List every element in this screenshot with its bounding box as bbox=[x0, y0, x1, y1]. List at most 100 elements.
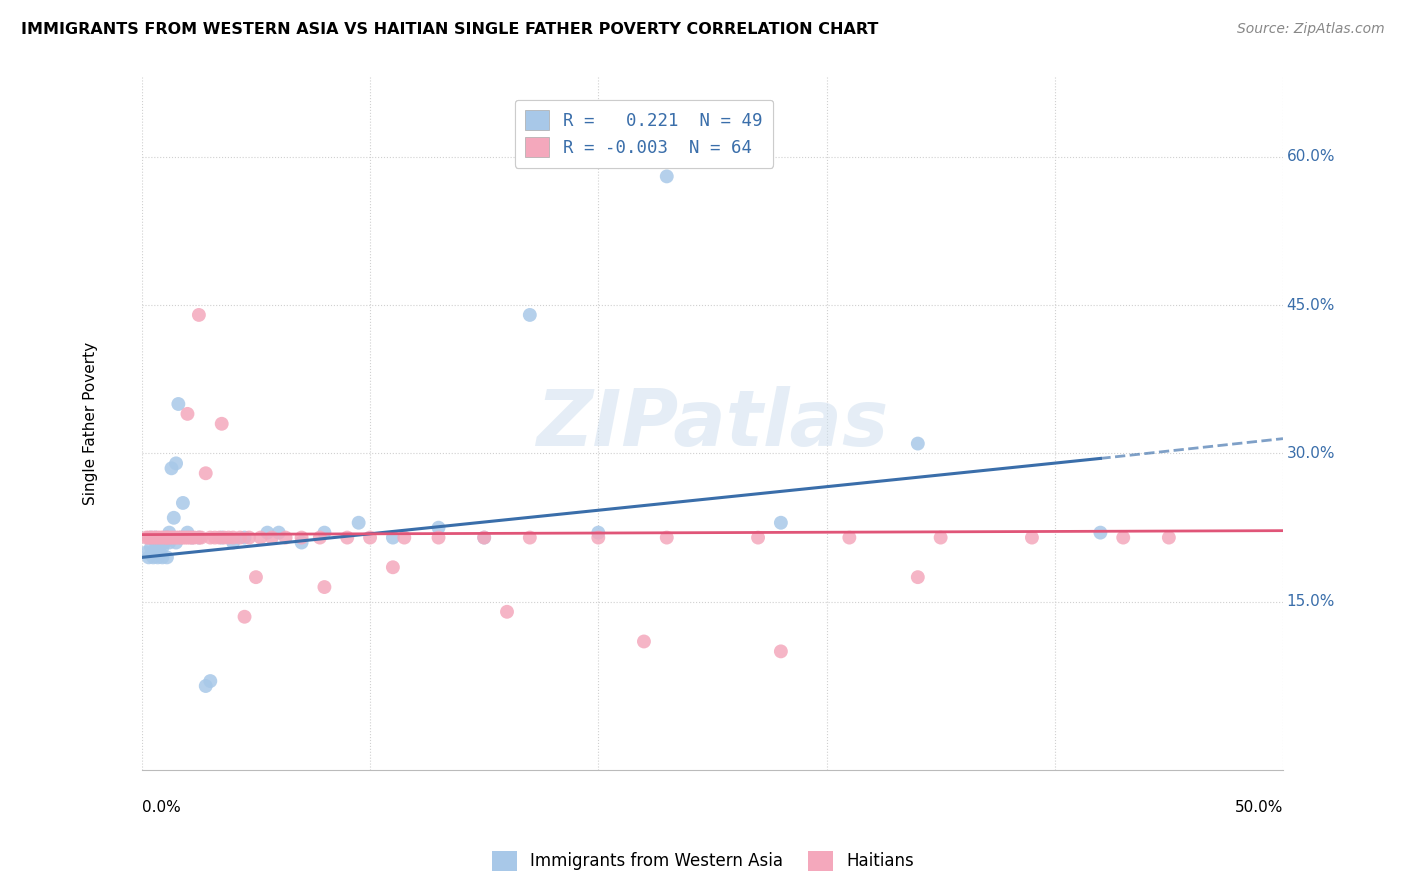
Legend: Immigrants from Western Asia, Haitians: Immigrants from Western Asia, Haitians bbox=[484, 842, 922, 880]
Point bbox=[747, 531, 769, 545]
Point bbox=[135, 531, 157, 545]
Point bbox=[907, 436, 929, 450]
Point bbox=[153, 535, 176, 549]
Point bbox=[204, 531, 226, 545]
Point bbox=[496, 605, 519, 619]
Point bbox=[146, 550, 169, 565]
Point bbox=[142, 531, 165, 545]
Text: IMMIGRANTS FROM WESTERN ASIA VS HAITIAN SINGLE FATHER POVERTY CORRELATION CHART: IMMIGRANTS FROM WESTERN ASIA VS HAITIAN … bbox=[21, 22, 879, 37]
Point bbox=[427, 531, 450, 545]
Text: 60.0%: 60.0% bbox=[1286, 149, 1334, 164]
Point bbox=[1090, 525, 1112, 540]
Point bbox=[907, 570, 929, 584]
Point bbox=[187, 308, 209, 322]
Point bbox=[150, 541, 173, 555]
Point bbox=[176, 531, 198, 545]
Point bbox=[381, 560, 404, 574]
Point bbox=[769, 644, 792, 658]
Point bbox=[519, 531, 541, 545]
Point bbox=[1112, 531, 1135, 545]
Text: 30.0%: 30.0% bbox=[1286, 446, 1334, 461]
Point bbox=[142, 545, 165, 559]
Point bbox=[179, 531, 201, 545]
Point bbox=[165, 535, 187, 549]
Point bbox=[222, 535, 245, 549]
Point bbox=[394, 531, 416, 545]
Point bbox=[139, 531, 162, 545]
Point bbox=[150, 531, 173, 545]
Point bbox=[167, 397, 190, 411]
Point bbox=[165, 531, 187, 545]
Point bbox=[308, 531, 330, 545]
Point bbox=[149, 531, 172, 545]
Text: 45.0%: 45.0% bbox=[1286, 298, 1334, 312]
Point bbox=[142, 550, 165, 565]
Point bbox=[472, 531, 495, 545]
Point bbox=[238, 531, 260, 545]
Point bbox=[588, 525, 610, 540]
Text: Single Father Poverty: Single Father Poverty bbox=[83, 343, 98, 506]
Point bbox=[169, 531, 191, 545]
Point bbox=[633, 634, 655, 648]
Point bbox=[138, 531, 160, 545]
Point bbox=[314, 525, 336, 540]
Point bbox=[336, 531, 359, 545]
Point bbox=[157, 535, 180, 549]
Point bbox=[183, 531, 205, 545]
Point bbox=[146, 541, 169, 555]
Point bbox=[156, 550, 179, 565]
Point bbox=[211, 531, 233, 545]
Point bbox=[174, 531, 197, 545]
Text: 50.0%: 50.0% bbox=[1234, 800, 1284, 814]
Point bbox=[260, 531, 283, 545]
Point bbox=[156, 531, 179, 545]
Point bbox=[187, 531, 209, 545]
Point bbox=[194, 467, 217, 481]
Point bbox=[929, 531, 952, 545]
Point bbox=[218, 531, 240, 545]
Point bbox=[156, 531, 179, 545]
Point bbox=[187, 531, 209, 545]
Point bbox=[245, 570, 267, 584]
Point bbox=[472, 531, 495, 545]
Point bbox=[229, 531, 252, 545]
Point bbox=[169, 531, 191, 545]
Point bbox=[172, 496, 194, 510]
Point bbox=[427, 521, 450, 535]
Point bbox=[194, 679, 217, 693]
Text: Source: ZipAtlas.com: Source: ZipAtlas.com bbox=[1237, 22, 1385, 37]
Point bbox=[222, 531, 245, 545]
Point bbox=[163, 510, 186, 524]
Point bbox=[167, 531, 190, 545]
Point bbox=[139, 541, 162, 555]
Point bbox=[176, 525, 198, 540]
Text: 15.0%: 15.0% bbox=[1286, 594, 1334, 609]
Point bbox=[156, 531, 179, 545]
Point bbox=[190, 531, 212, 545]
Point bbox=[655, 169, 678, 184]
Point bbox=[291, 535, 314, 549]
Point bbox=[160, 531, 183, 545]
Point bbox=[256, 525, 278, 540]
Point bbox=[149, 545, 172, 559]
Point bbox=[150, 550, 173, 565]
Point bbox=[212, 531, 235, 545]
Point bbox=[145, 531, 167, 545]
Point bbox=[145, 535, 167, 549]
Point bbox=[163, 531, 186, 545]
Point bbox=[655, 531, 678, 545]
Point bbox=[314, 580, 336, 594]
Point bbox=[200, 531, 222, 545]
Point bbox=[1157, 531, 1180, 545]
Point bbox=[588, 531, 610, 545]
Point bbox=[291, 531, 314, 545]
Point bbox=[249, 531, 271, 545]
Point bbox=[233, 531, 256, 545]
Point bbox=[145, 531, 167, 545]
Point bbox=[135, 545, 157, 559]
Legend: R =   0.221  N = 49, R = -0.003  N = 64: R = 0.221 N = 49, R = -0.003 N = 64 bbox=[515, 100, 773, 168]
Point bbox=[165, 456, 187, 470]
Text: ZIPatlas: ZIPatlas bbox=[536, 385, 889, 462]
Point bbox=[176, 407, 198, 421]
Point bbox=[838, 531, 860, 545]
